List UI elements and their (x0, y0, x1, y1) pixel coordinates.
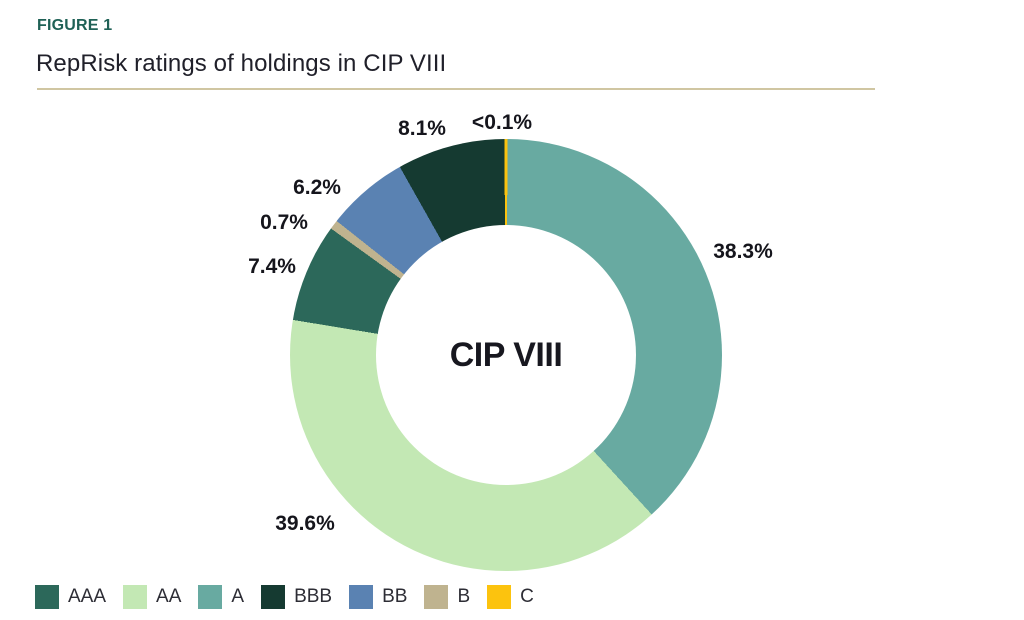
legend-item-bbb: BBB (261, 585, 332, 609)
donut-hole: CIP VIII (376, 225, 636, 485)
legend-label-c: C (520, 586, 534, 607)
legend-label-aaa: AAA (68, 586, 107, 607)
legend-swatch-c (487, 585, 512, 609)
legend-swatch-b (424, 585, 449, 609)
value-label-c: <0.1% (471, 111, 533, 134)
value-label-bb: 6.2% (293, 176, 341, 199)
legend-swatch-bbb (261, 585, 286, 609)
legend-item-aa: AA (123, 585, 181, 609)
value-label-b: 0.7% (260, 211, 308, 234)
value-label-aa: 39.6% (275, 512, 335, 535)
legend-item-aaa: AAA (35, 585, 106, 609)
value-label-a: 38.3% (713, 240, 773, 263)
donut-center-label: CIP VIII (449, 335, 563, 374)
title-divider (37, 88, 875, 90)
legend-label-b: B (457, 586, 471, 607)
legend-item-bb: BB (349, 585, 407, 609)
legend-label-bbb: BBB (294, 586, 333, 607)
value-label-bbb: 8.1% (398, 117, 446, 140)
legend-item-b: B (424, 585, 470, 609)
legend: AAA AA A BBB BB B C (35, 585, 534, 609)
legend-label-aa: AA (156, 586, 182, 607)
legend-swatch-bb (349, 585, 374, 609)
legend-item-a: A (198, 585, 244, 609)
legend-label-bb: BB (382, 586, 408, 607)
value-label-aaa: 7.4% (248, 255, 296, 278)
legend-swatch-aaa (35, 585, 59, 609)
figure-label: FIGURE 1 (37, 17, 113, 34)
legend-swatch-aa (123, 585, 148, 609)
legend-item-c: C (487, 585, 534, 609)
figure-title: RepRisk ratings of holdings in CIP VIII (36, 50, 447, 77)
legend-swatch-a (198, 585, 223, 609)
legend-label-a: A (231, 586, 245, 607)
